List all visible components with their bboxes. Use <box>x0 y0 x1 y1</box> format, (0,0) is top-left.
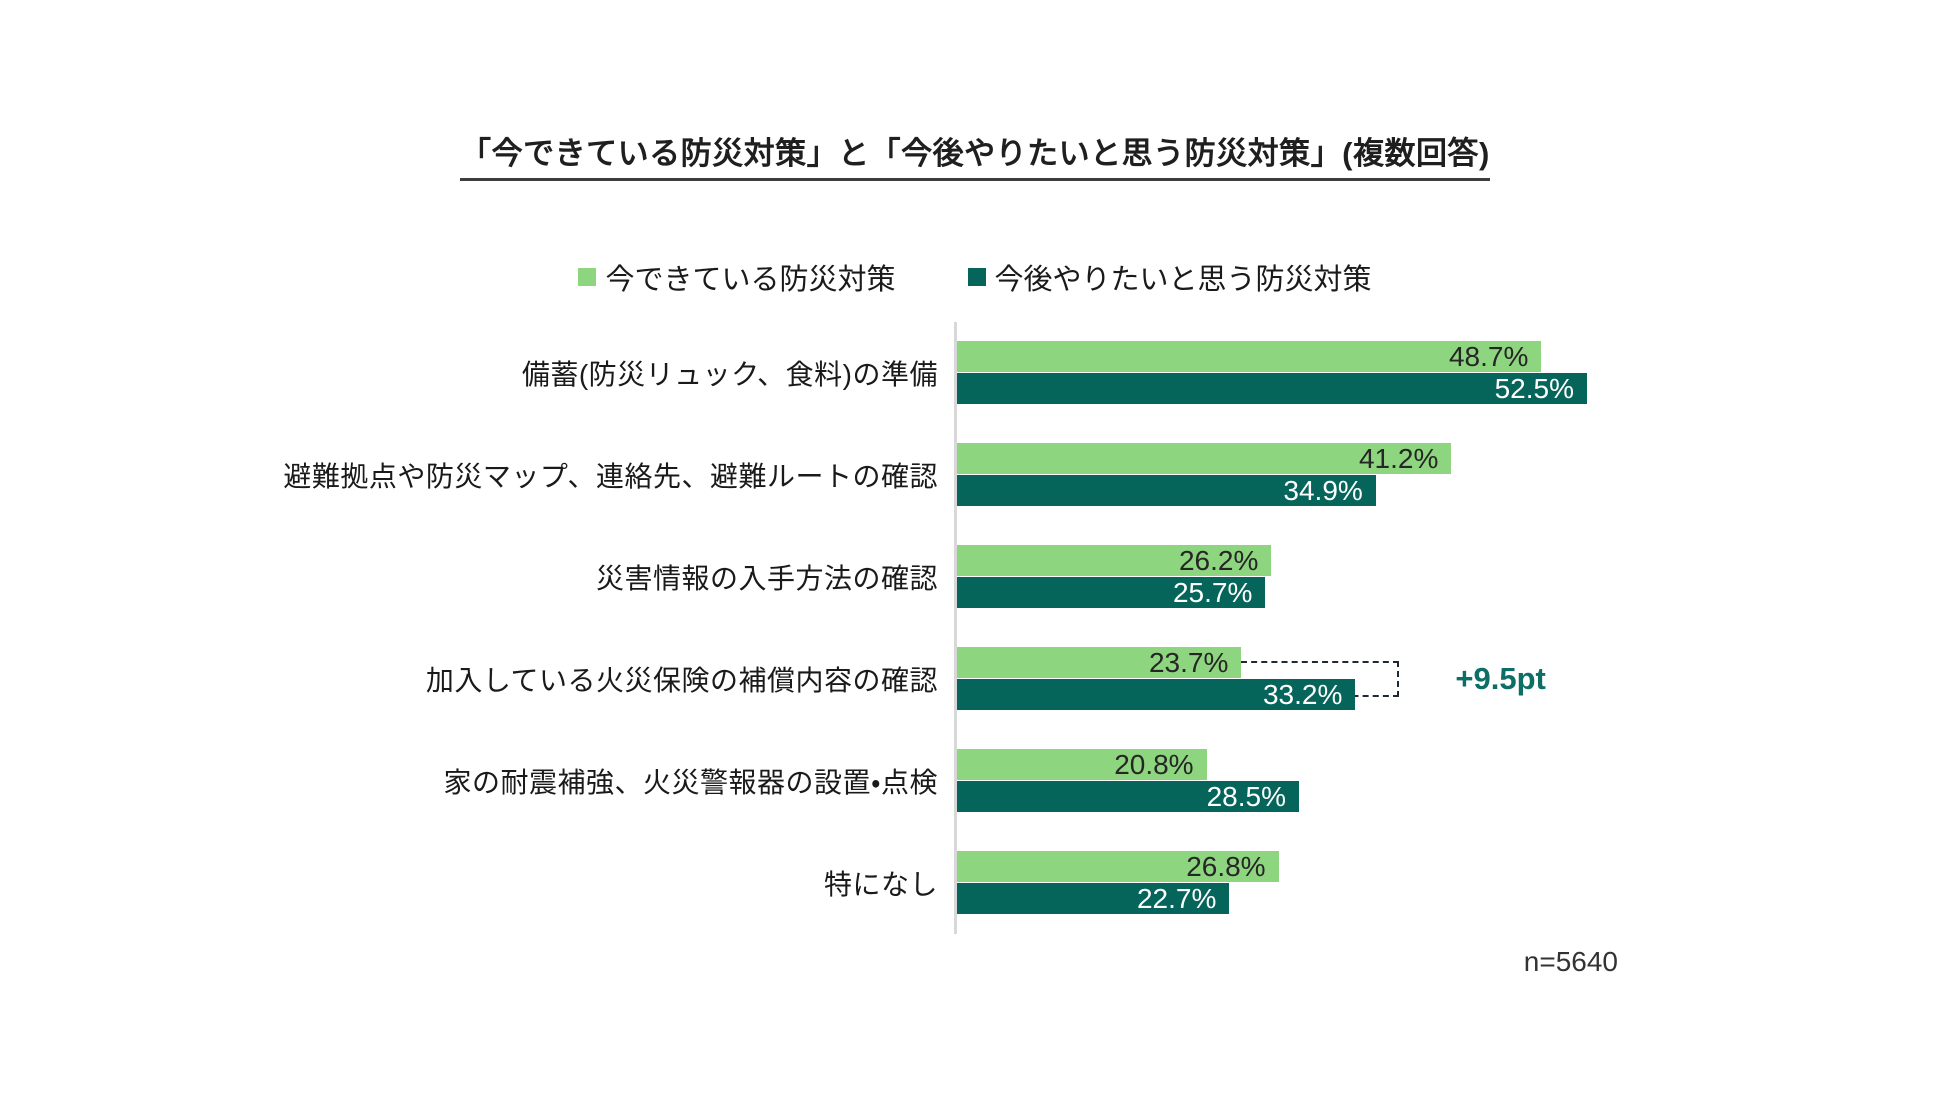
difference-annotation: +9.5pt <box>1455 661 1546 696</box>
category-label: 加入している火災保険の補償内容の確認 <box>425 665 938 696</box>
plot-area: 41.2% 34.9% <box>954 424 1677 526</box>
legend: 今できている防災対策 今後やりたいと思う防災対策 <box>0 256 1950 298</box>
bar-value-label: 22.7% <box>1136 882 1217 914</box>
chart-title: 「今できている防災対策」と「今後やりたいと思う防災対策」(複数回答) <box>460 128 1490 181</box>
bar-current: 41.2% <box>957 442 1452 474</box>
bar-current: 26.8% <box>957 851 1279 882</box>
chart-row: 加入している火災保険の補償内容の確認 +9.5pt 23.7% 33.2% <box>0 628 1677 730</box>
bar-value-label: 41.2% <box>1358 442 1439 474</box>
bar-value-label: 26.2% <box>1178 544 1259 576</box>
plot-area: 26.2% 25.7% <box>954 526 1677 628</box>
chart-row: 特になし 26.8% 22.7% <box>0 832 1677 934</box>
bar-future: 22.7% <box>957 882 1230 914</box>
category-label: 避難拠点や防災マップ、連絡先、避難ルートの確認 <box>283 461 938 492</box>
bar-value-label: 34.9% <box>1283 474 1363 506</box>
chart-row: 避難拠点や防災マップ、連絡先、避難ルートの確認 41.2% 34.9% <box>0 424 1677 526</box>
legend-item-current: 今できている防災対策 <box>578 256 896 298</box>
chart-row: 災害情報の入手方法の確認 26.2% 25.7% <box>0 526 1677 628</box>
bar-future: 25.7% <box>957 576 1266 608</box>
category-label: 災害情報の入手方法の確認 <box>595 563 938 594</box>
legend-swatch-current-icon <box>578 268 597 286</box>
chart-title-wrap: 「今できている防災対策」と「今後やりたいと思う防災対策」(複数回答) <box>0 128 1950 181</box>
sample-size-note: n=5640 <box>1523 946 1618 977</box>
bar-current: 26.2% <box>957 544 1272 576</box>
bar-value-label: 26.8% <box>1186 850 1266 882</box>
plot-area: 26.8% 22.7% <box>954 832 1677 934</box>
bar-future: 34.9% <box>957 475 1376 506</box>
bar-value-label: 25.7% <box>1172 576 1253 608</box>
bar-chart: 備蓄(防災リュック、食料)の準備 48.7% 52.5% 避難拠点や防災マップ、連絡先… <box>0 322 1677 934</box>
plot-area: 20.8% 28.5% <box>954 730 1677 832</box>
category-label: 備蓄(防災リュック、食料)の準備 <box>521 359 938 390</box>
legend-label-future: 今後やりたいと思う防災対策 <box>994 264 1372 296</box>
bar-value-label: 48.7% <box>1448 340 1529 372</box>
legend-swatch-future-icon <box>967 268 986 286</box>
category-label: 家の耐震補強、火災警報器の設置・点検 <box>443 767 938 798</box>
chart-row: 家の耐震補強、火災警報器の設置・点検 20.8% 28.5% <box>0 730 1677 832</box>
bar-value-label: 23.7% <box>1148 646 1229 678</box>
category-label: 特になし <box>823 869 938 900</box>
bar-current: 20.8% <box>957 749 1207 780</box>
plot-area: +9.5pt 23.7% 33.2% <box>954 628 1677 730</box>
bar-current: 23.7% <box>957 646 1242 678</box>
bar-value-label: 28.5% <box>1206 780 1286 812</box>
bar-value-label: 20.8% <box>1114 748 1194 780</box>
bar-future: 28.5% <box>957 781 1299 812</box>
bar-future: 33.2% <box>957 678 1356 710</box>
bar-value-label: 33.2% <box>1262 678 1343 710</box>
plot-area: 48.7% 52.5% <box>954 322 1677 424</box>
bar-current: 48.7% <box>957 340 1542 372</box>
bar-value-label: 52.5% <box>1494 372 1574 404</box>
legend-label-current: 今できている防災対策 <box>605 264 896 296</box>
chart-row: 備蓄(防災リュック、食料)の準備 48.7% 52.5% <box>0 322 1677 424</box>
legend-item-future: 今後やりたいと思う防災対策 <box>967 256 1372 298</box>
bar-future: 52.5% <box>957 373 1587 404</box>
